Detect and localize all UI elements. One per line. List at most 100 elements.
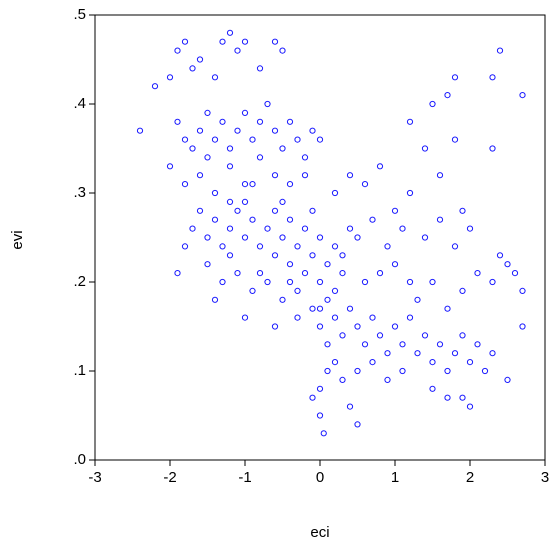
point xyxy=(331,314,339,321)
x-tick-label: 1 xyxy=(391,469,399,486)
point xyxy=(204,109,211,117)
point xyxy=(211,296,219,303)
point xyxy=(444,305,451,312)
point xyxy=(249,216,256,223)
point xyxy=(196,56,204,63)
point xyxy=(309,252,316,259)
point xyxy=(339,376,346,383)
point xyxy=(316,412,324,419)
point xyxy=(320,430,327,437)
point xyxy=(279,145,286,152)
point xyxy=(271,127,279,134)
point xyxy=(324,341,331,348)
point xyxy=(241,109,249,117)
point xyxy=(324,261,331,268)
point xyxy=(384,350,391,357)
point xyxy=(474,270,481,277)
x-tick-label: 0 xyxy=(316,469,324,486)
point xyxy=(316,385,324,392)
y-tick-label: .1 xyxy=(73,362,86,379)
point xyxy=(376,270,384,277)
point xyxy=(429,359,436,366)
x-tick-label: -2 xyxy=(163,469,176,486)
point xyxy=(346,172,354,179)
point xyxy=(234,47,241,54)
point xyxy=(436,341,444,348)
point xyxy=(384,376,391,383)
point xyxy=(211,189,219,197)
point xyxy=(271,172,279,179)
point xyxy=(496,252,504,259)
point xyxy=(189,145,196,152)
point xyxy=(354,367,361,375)
point xyxy=(346,403,354,410)
point xyxy=(256,243,264,250)
point xyxy=(264,278,271,286)
point xyxy=(331,243,339,250)
point xyxy=(376,163,384,170)
point xyxy=(301,154,309,161)
point xyxy=(369,359,376,366)
point xyxy=(451,74,459,81)
point xyxy=(519,323,526,330)
point xyxy=(294,287,301,294)
point xyxy=(316,234,324,241)
point xyxy=(219,278,226,286)
point xyxy=(346,225,354,232)
point xyxy=(309,207,316,214)
point xyxy=(354,421,361,428)
x-tick-label: -3 xyxy=(88,469,101,486)
point xyxy=(301,270,309,277)
x-tick-label: -1 xyxy=(238,469,251,486)
point xyxy=(346,305,354,312)
point xyxy=(331,189,339,197)
y-tick-label: .5 xyxy=(73,6,86,23)
point xyxy=(241,38,249,45)
point xyxy=(339,252,346,259)
point xyxy=(384,243,391,250)
point xyxy=(226,225,234,232)
point xyxy=(489,74,496,81)
point xyxy=(204,261,211,268)
point xyxy=(459,287,466,294)
point xyxy=(204,154,211,161)
point xyxy=(399,367,406,375)
y-tick-label: .4 xyxy=(73,95,86,112)
point xyxy=(421,145,429,152)
point xyxy=(459,332,466,339)
point xyxy=(504,261,511,268)
point xyxy=(429,278,436,286)
point xyxy=(174,118,181,125)
point xyxy=(466,403,474,410)
point xyxy=(361,181,369,188)
point xyxy=(324,367,331,375)
point xyxy=(249,136,256,143)
point xyxy=(331,287,339,294)
point xyxy=(241,181,249,188)
point xyxy=(249,181,256,188)
point xyxy=(309,394,316,401)
point xyxy=(444,394,451,401)
point xyxy=(451,243,459,250)
point xyxy=(234,207,241,214)
point xyxy=(181,38,189,45)
point xyxy=(219,38,226,45)
point xyxy=(369,314,376,321)
point xyxy=(241,234,249,241)
point xyxy=(301,172,309,179)
point xyxy=(489,278,496,286)
point xyxy=(339,332,346,339)
point xyxy=(354,234,361,241)
point xyxy=(196,127,204,134)
point xyxy=(294,314,301,321)
x-axis-label: eci xyxy=(310,524,329,541)
point xyxy=(136,127,144,134)
point xyxy=(406,189,414,197)
point xyxy=(301,225,309,232)
point xyxy=(451,136,459,143)
point xyxy=(279,47,286,54)
point xyxy=(421,234,429,241)
point xyxy=(256,118,264,125)
point xyxy=(211,216,219,223)
point xyxy=(376,332,384,339)
